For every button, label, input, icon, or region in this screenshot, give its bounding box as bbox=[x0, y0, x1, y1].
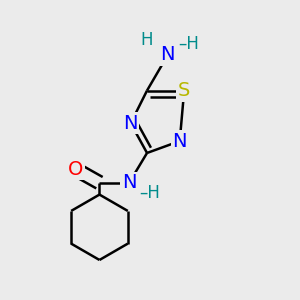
Text: S: S bbox=[178, 81, 190, 100]
Text: N: N bbox=[122, 173, 136, 192]
Text: N: N bbox=[172, 132, 187, 151]
Text: O: O bbox=[68, 160, 83, 179]
Text: –H: –H bbox=[178, 35, 199, 53]
Text: –H: –H bbox=[140, 184, 160, 202]
Text: N: N bbox=[123, 114, 138, 133]
Text: H: H bbox=[141, 31, 153, 49]
Text: N: N bbox=[160, 45, 175, 64]
